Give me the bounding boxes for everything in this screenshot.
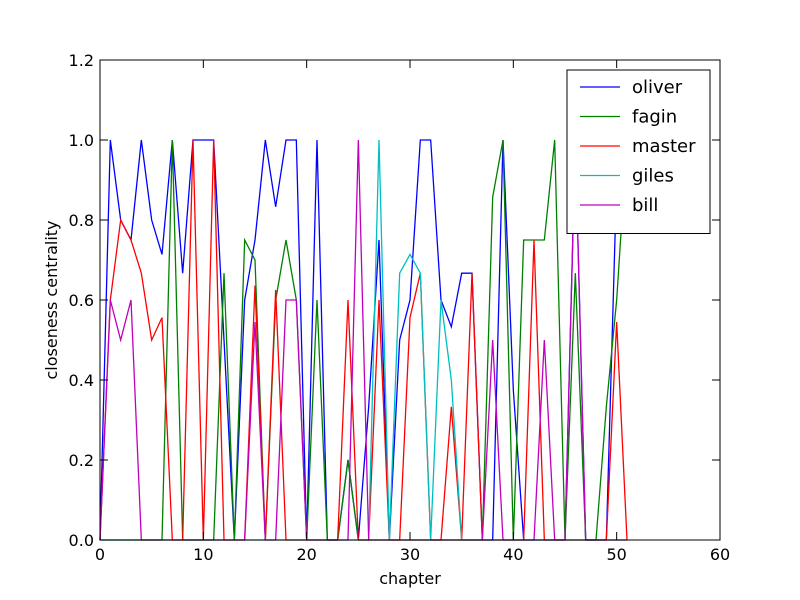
axes-layer: 0 10 20 30 40 50 60 0.0 0.2 0.4 0.6 0.8 1.0 1.2: [69, 51, 731, 564]
y-tick-label: 1.2: [69, 51, 94, 70]
y-tick-label: 0.2: [69, 451, 94, 470]
x-tick-label: 40: [503, 545, 523, 564]
legend-label-oliver: oliver: [632, 77, 683, 98]
legend-label-fagin: fagin: [632, 107, 677, 128]
y-tick-label: 0.8: [69, 211, 94, 230]
x-tick-label: 60: [710, 545, 730, 564]
legend-label-giles: giles: [632, 166, 674, 187]
x-tick-label: 10: [193, 545, 213, 564]
x-tick-label: 30: [400, 545, 420, 564]
y-tick-label: 0.6: [69, 291, 94, 310]
x-tick-label: 0: [95, 545, 105, 564]
legend-label-bill: bill: [632, 195, 658, 216]
y-tick-label: 1.0: [69, 131, 94, 150]
x-tick-label: 50: [606, 545, 626, 564]
x-axis-label: chapter: [379, 569, 441, 588]
y-axis-label: closeness centrality: [42, 220, 61, 379]
legend: oliver fagin master giles bill: [566, 69, 711, 234]
y-tick-label: 0.0: [69, 531, 94, 550]
legend-label-master: master: [632, 136, 696, 157]
x-tick-label: 20: [296, 545, 316, 564]
legend-box: [566, 69, 711, 234]
y-tick-label: 0.4: [69, 371, 94, 390]
